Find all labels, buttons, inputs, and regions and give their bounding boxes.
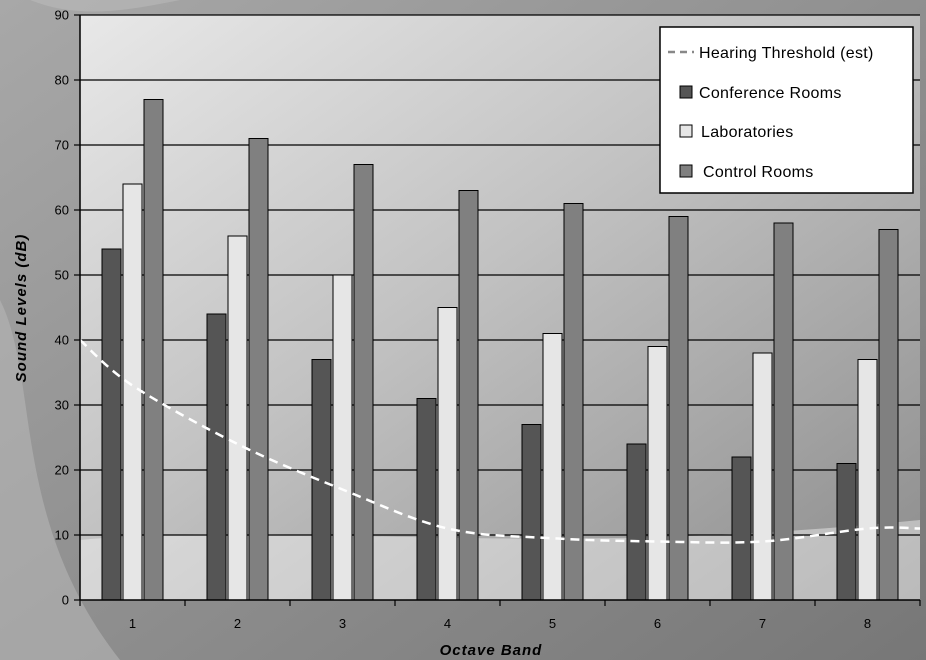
hearing-threshold-line xyxy=(79,339,921,544)
bar-laboratories-8 xyxy=(857,359,878,601)
y-axis-ticks: 0 10 20 30 40 50 60 70 80 90 xyxy=(55,8,80,608)
legend-label-conference: Conference Rooms xyxy=(699,85,842,102)
y-axis-title: Sound Levels (dB) xyxy=(13,234,30,383)
x-tick-label-1: 1 xyxy=(129,616,136,631)
y-tick-label-90: 90 xyxy=(55,8,69,23)
x-tick-label-2: 2 xyxy=(234,616,241,631)
y-tick-label-50: 50 xyxy=(55,268,69,283)
y-tick-label-30: 30 xyxy=(55,398,69,413)
x-tick-label-3: 3 xyxy=(339,616,346,631)
y-tick-label-10: 10 xyxy=(55,528,69,543)
bar-laboratories-7 xyxy=(752,352,773,601)
legend-label-threshold: Hearing Threshold (est) xyxy=(699,45,874,62)
legend-conference-swatch xyxy=(679,85,693,99)
legend-laboratories-swatch xyxy=(679,124,693,138)
bar-series xyxy=(101,99,899,601)
bar-laboratories-2 xyxy=(227,235,248,601)
bar-conference-rooms-6 xyxy=(626,443,647,601)
legend-box xyxy=(659,26,914,194)
bar-laboratories-1 xyxy=(122,183,143,601)
bar-conference-rooms-5 xyxy=(521,424,542,601)
bar-control-rooms-3 xyxy=(353,164,374,601)
legend-label-laboratories: Laboratories xyxy=(701,124,794,141)
bar-conference-rooms-2 xyxy=(206,313,227,601)
bar-control-rooms-4 xyxy=(458,190,479,601)
bar-laboratories-4 xyxy=(437,307,458,601)
y-tick-label-60: 60 xyxy=(55,203,69,218)
background-swoosh-top xyxy=(30,0,180,12)
y-tick-label-20: 20 xyxy=(55,463,69,478)
x-tick-label-8: 8 xyxy=(864,616,871,631)
bar-laboratories-5 xyxy=(542,333,563,601)
bar-laboratories-6 xyxy=(647,346,668,601)
bar-conference-rooms-1 xyxy=(101,248,122,601)
y-tick-label-0: 0 xyxy=(62,593,69,608)
x-tick-label-6: 6 xyxy=(654,616,661,631)
bar-laboratories-3 xyxy=(332,274,353,601)
bar-control-rooms-2 xyxy=(248,138,269,601)
legend-control-swatch xyxy=(679,164,693,178)
y-tick-label-40: 40 xyxy=(55,333,69,348)
y-tick-label-70: 70 xyxy=(55,138,69,153)
bar-conference-rooms-7 xyxy=(731,456,752,601)
x-axis-ticks: 1 2 3 4 5 6 7 8 xyxy=(79,600,921,631)
plot-highlight-swoosh xyxy=(80,520,920,600)
x-tick-label-5: 5 xyxy=(549,616,556,631)
y-tick-label-80: 80 xyxy=(55,73,69,88)
x-tick-label-7: 7 xyxy=(759,616,766,631)
bar-control-rooms-1 xyxy=(143,99,164,601)
bar-conference-rooms-4 xyxy=(416,398,437,601)
background-swoosh-left xyxy=(0,300,120,660)
bar-control-rooms-8 xyxy=(878,229,899,601)
bar-conference-rooms-3 xyxy=(311,359,332,601)
x-axis-title: Octave Band xyxy=(440,642,543,659)
legend: Hearing Threshold (est) Conference Rooms… xyxy=(659,26,914,194)
legend-label-control: Control Rooms xyxy=(703,164,814,181)
bar-control-rooms-7 xyxy=(773,222,794,601)
x-tick-label-4: 4 xyxy=(444,616,451,631)
